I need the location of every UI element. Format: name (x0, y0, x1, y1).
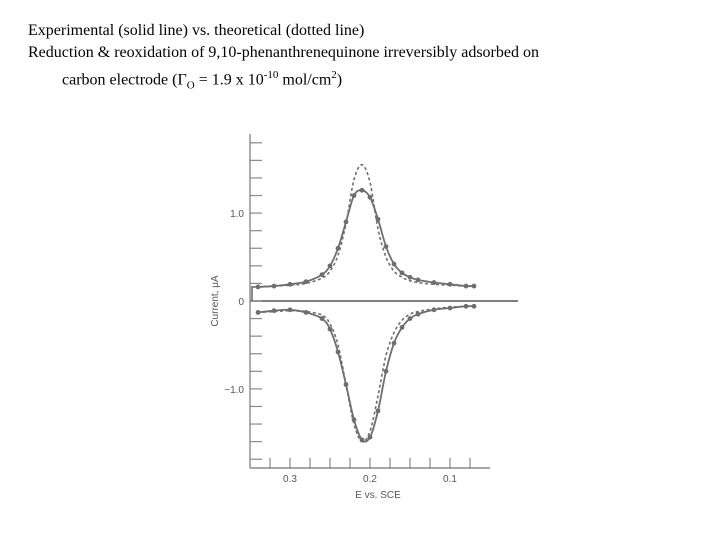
marker-layer (255, 187, 477, 443)
theoretical-curve-reoxidation (257, 305, 475, 443)
data-point (327, 263, 333, 269)
y-tick-label: 1.0 (230, 209, 244, 220)
data-point (471, 303, 477, 309)
x-axis-label: E vs. SCE (355, 490, 401, 501)
data-point (343, 382, 349, 387)
data-point (367, 194, 373, 200)
data-point (319, 272, 325, 278)
data-point (375, 216, 381, 222)
caption-line-3-unit: mol/cm (278, 71, 332, 89)
caption-line-3-sup2: 2 (331, 69, 337, 81)
voltammogram-figure: 1.0 0 −1.0 0.3 0.2 0.1 E vs. SCE Current, μA (200, 120, 560, 510)
x-tick-label: 0.3 (283, 474, 297, 485)
data-point (407, 274, 413, 280)
data-point (359, 187, 365, 193)
caption-line-3: carbon electrode (ΓO = 1.9 x 10-10 mol/c… (28, 64, 708, 97)
data-point (391, 340, 397, 346)
axes-layer (249, 134, 518, 469)
y-axis-label: Current, μA (210, 275, 221, 327)
data-point (375, 408, 381, 414)
data-point (431, 280, 437, 285)
caption-line-3-prefix: carbon electrode (Γ (62, 71, 187, 89)
data-point (303, 279, 309, 285)
caption-line-3-mid: = 1.9 x 10 (194, 71, 264, 89)
data-point (383, 244, 389, 249)
experimental-curve-reoxidation (257, 305, 475, 443)
caption-line-1: Experimental (solid line) vs. theoretica… (28, 22, 365, 39)
data-point (367, 434, 373, 440)
data-point (407, 316, 413, 321)
figure-caption: Experimental (solid line) vs. theoretica… (28, 20, 708, 97)
data-point (415, 277, 421, 283)
data-point (287, 307, 293, 313)
series-layer (251, 163, 475, 443)
data-point (255, 284, 261, 290)
x-tick-label: 0.1 (443, 474, 457, 485)
data-point (463, 303, 469, 309)
caption-line-3-suffix: ) (336, 71, 343, 89)
data-point (335, 349, 341, 355)
data-point (255, 310, 261, 315)
caption-line-2: Reduction & reoxidation of 9,10-phenanth… (28, 44, 539, 61)
data-point (415, 311, 421, 317)
y-tick-label: −1.0 (224, 385, 244, 396)
data-point (447, 281, 453, 287)
experimental-curve-reduction (257, 189, 475, 288)
data-point (359, 437, 365, 443)
data-point (327, 326, 333, 332)
x-tick-label: 0.2 (363, 474, 377, 485)
data-point (271, 283, 277, 289)
data-point (343, 219, 349, 225)
data-point (399, 270, 405, 276)
data-point (399, 324, 405, 330)
data-point (319, 316, 325, 321)
label-layer: 1.0 0 −1.0 0.3 0.2 0.1 E vs. SCE Current, μA (210, 209, 457, 501)
data-point (351, 417, 357, 423)
y-tick-label: 0 (238, 297, 244, 308)
data-point (303, 310, 309, 315)
theoretical-curve-reduction (257, 163, 475, 288)
caption-line-3-sup: -10 (263, 69, 279, 81)
data-point (351, 193, 357, 198)
data-point (383, 368, 389, 374)
data-point (431, 307, 437, 313)
voltammogram-chart: 1.0 0 −1.0 0.3 0.2 0.1 E vs. SCE Current, μA (210, 134, 518, 501)
data-point (391, 261, 397, 267)
data-point (471, 283, 477, 289)
caption-line-3-sub: O (186, 79, 195, 92)
data-point (335, 245, 341, 251)
data-point (287, 281, 293, 287)
data-point (463, 283, 469, 289)
data-point (271, 308, 277, 314)
data-point (447, 305, 453, 311)
